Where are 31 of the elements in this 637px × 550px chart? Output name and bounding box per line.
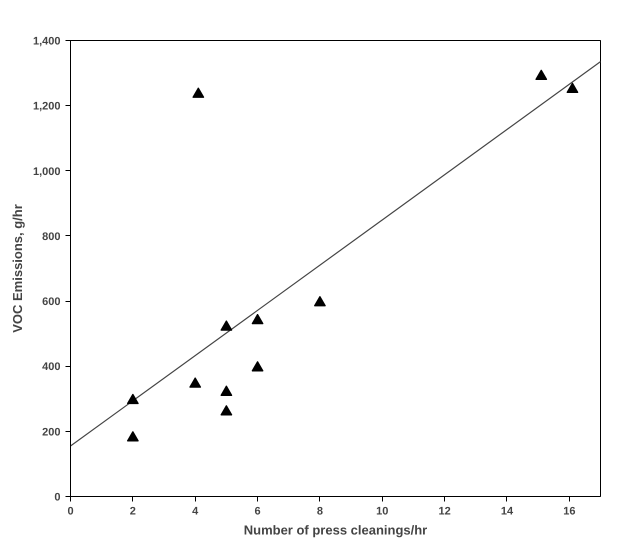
x-tick-label: 0 [67,506,74,518]
point [535,69,548,80]
y-tick-label: 1,000 [32,166,61,178]
y-tick-label: 600 [42,296,61,308]
point [126,394,139,404]
x-tick-label: 16 [563,506,576,518]
point [220,320,232,331]
y-axis-title: VOC Emissions, g/hr [10,204,25,333]
point [252,314,264,324]
y-tick-label: 1,400 [32,36,61,48]
x-tick-label: 2 [130,506,136,518]
x-tick-label: 12 [438,506,451,518]
x-tick-label: 6 [254,506,261,518]
x-tick-label: 10 [376,506,388,518]
y-tick-label: 800 [42,230,61,243]
x-tick-label: 4 [192,506,200,518]
point [220,404,232,416]
point [566,82,578,94]
y-tick-label: 200 [42,426,61,438]
point [220,385,232,396]
y-tick-label: 400 [42,361,61,374]
x-tick-label: 14 [500,506,514,518]
point [126,431,139,442]
y-tick-label: 1,200 [32,100,61,113]
x-axis-title: Number of press cleanings/hr [244,522,428,538]
point [314,296,326,306]
point [192,87,204,98]
x-tick-label: 8 [316,506,323,518]
y-tick-label: 0 [54,492,61,504]
point [252,360,264,372]
point [189,377,202,388]
